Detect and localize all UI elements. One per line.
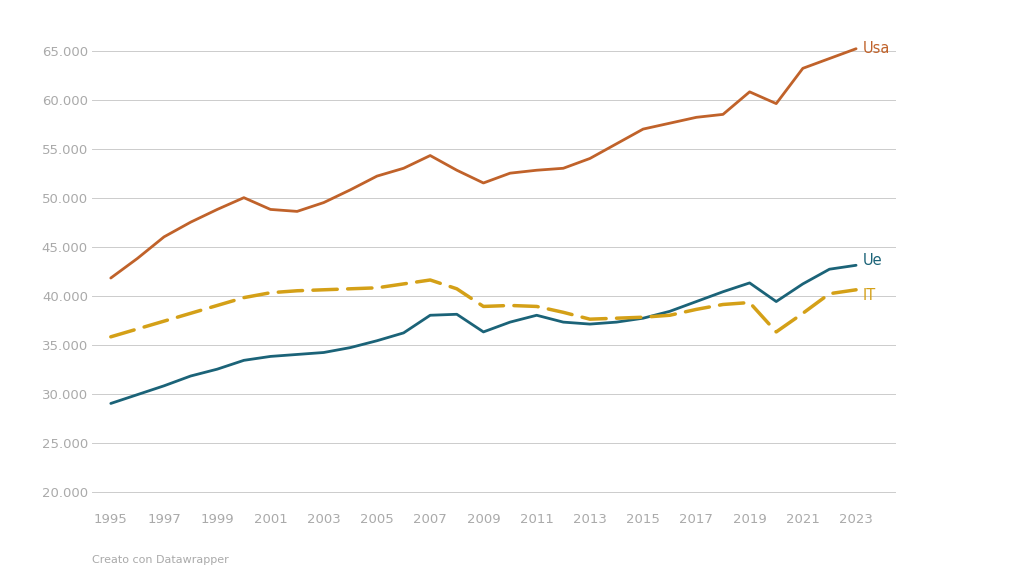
Text: Usa: Usa — [863, 41, 890, 56]
Text: Ue: Ue — [863, 253, 883, 268]
Text: Creato con Datawrapper: Creato con Datawrapper — [92, 555, 229, 565]
Text: IT: IT — [863, 288, 876, 303]
